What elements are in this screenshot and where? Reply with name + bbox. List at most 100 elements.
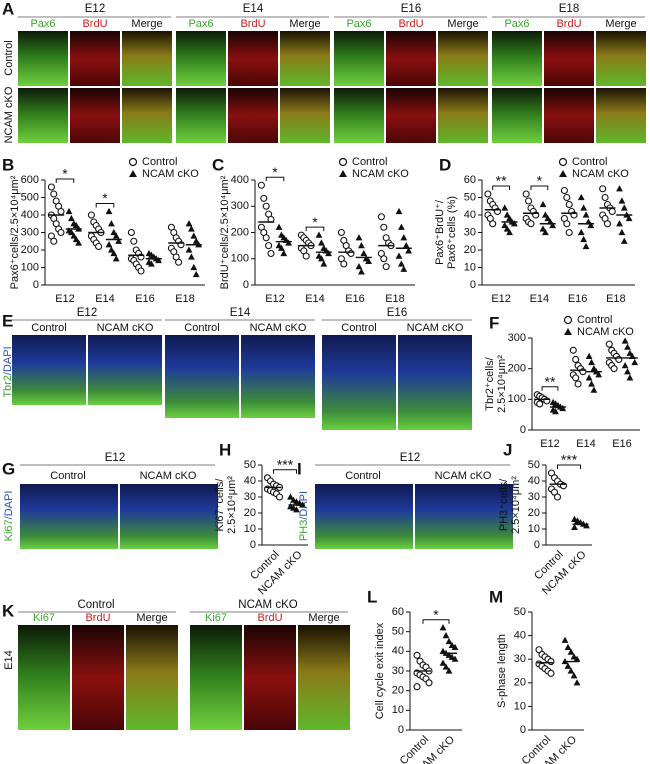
significance-label: **	[545, 373, 556, 389]
data-point	[442, 663, 450, 670]
data-point	[108, 246, 115, 253]
timepoint-label: E12	[77, 307, 97, 319]
data-point	[110, 249, 118, 257]
micrograph	[244, 625, 296, 730]
y-tick-label: 0	[398, 724, 404, 736]
data-point	[257, 181, 265, 189]
significance-bracket	[557, 464, 581, 469]
y-tick-label: 30	[514, 653, 526, 665]
data-point	[559, 404, 567, 412]
data-point	[564, 662, 572, 669]
stain-label: Tbr2/DAPI	[2, 346, 14, 397]
data-point	[510, 220, 518, 227]
x-tick-label: E18	[175, 293, 195, 305]
x-tick-label: E16	[612, 438, 632, 450]
y-axis-label: S-phase length	[496, 634, 508, 708]
micrograph	[165, 335, 239, 418]
data-point	[267, 249, 275, 258]
data-point	[574, 380, 582, 388]
panel-label: E	[2, 311, 13, 330]
data-point	[262, 202, 270, 210]
column-label: NCAM cKO	[238, 599, 297, 611]
data-point	[631, 358, 639, 366]
data-point	[572, 355, 580, 364]
channel-label: Pax6	[30, 18, 55, 30]
data-point	[265, 242, 273, 250]
x-tick-label: E12	[491, 293, 511, 305]
data-point	[587, 221, 595, 229]
significance-label: *	[312, 214, 318, 230]
data-point	[68, 228, 75, 236]
stain-label: Ki67/DAPI	[3, 491, 15, 542]
channel-label: Ki67	[33, 612, 55, 624]
data-point	[285, 239, 292, 246]
micrograph	[280, 88, 330, 143]
y-tick-label: 400	[21, 209, 39, 221]
column-label: NCAM cKO	[407, 322, 464, 334]
data-point	[501, 204, 509, 211]
data-point	[405, 247, 412, 254]
data-point	[539, 200, 547, 208]
data-point	[395, 252, 403, 259]
significance-bracket	[530, 185, 549, 190]
data-point	[87, 211, 95, 219]
data-point	[188, 253, 195, 260]
data-point	[451, 643, 459, 650]
y-tick-label: 0	[250, 539, 256, 551]
data-point	[57, 207, 65, 216]
data-point	[489, 220, 497, 228]
data-point	[608, 207, 616, 216]
data-point	[544, 214, 552, 222]
data-point	[105, 241, 113, 248]
micrograph	[492, 88, 542, 143]
legend-label: Control	[142, 156, 177, 168]
data-point	[188, 225, 195, 232]
stain-marker: Tbr2	[2, 375, 14, 398]
data-point	[425, 679, 433, 687]
column-label: Control	[50, 470, 85, 482]
micrograph	[176, 31, 226, 86]
micrograph	[241, 335, 315, 418]
micrograph	[544, 88, 594, 143]
column-label: Control	[345, 470, 380, 482]
data-point	[439, 624, 447, 631]
channel-label: Merge	[308, 612, 339, 624]
data-point	[527, 220, 535, 228]
data-point	[398, 260, 405, 267]
y-tick-label: 100	[231, 253, 249, 265]
y-tick-label: 50	[514, 606, 526, 618]
stain-label: PH3/DAPI	[298, 491, 310, 541]
y-tick-label: 0	[534, 539, 540, 551]
data-point	[570, 672, 578, 679]
y-tick-label: 50	[528, 459, 540, 471]
data-point	[340, 260, 348, 268]
data-point	[190, 232, 198, 239]
channel-label: Ki67	[205, 612, 227, 624]
column-label: Control	[31, 322, 66, 334]
y-tick-label: 20	[244, 507, 256, 519]
data-point	[582, 242, 590, 250]
data-point	[603, 220, 612, 228]
y-tick-label: 300	[21, 226, 39, 238]
micrograph	[120, 484, 218, 549]
data-point	[577, 228, 585, 236]
x-tick-label: E16	[345, 293, 365, 305]
data-point	[325, 249, 332, 257]
data-point	[564, 643, 572, 650]
y-tick-label: 50	[392, 626, 404, 638]
data-point	[192, 237, 200, 244]
data-point	[616, 220, 623, 227]
data-point	[398, 223, 405, 230]
channel-label: BrdU	[556, 18, 581, 30]
x-tick-label: E14	[95, 293, 115, 305]
y-tick-label: 0	[243, 279, 249, 291]
channel-label: Pax6	[504, 18, 529, 30]
data-point	[552, 408, 559, 415]
legend-label: Control	[352, 156, 387, 168]
channel-label: Merge	[447, 18, 478, 30]
data-point	[620, 204, 628, 211]
data-point	[621, 362, 629, 369]
x-tick-label: E14	[530, 293, 550, 305]
data-point	[439, 659, 447, 666]
micrograph	[334, 31, 384, 86]
